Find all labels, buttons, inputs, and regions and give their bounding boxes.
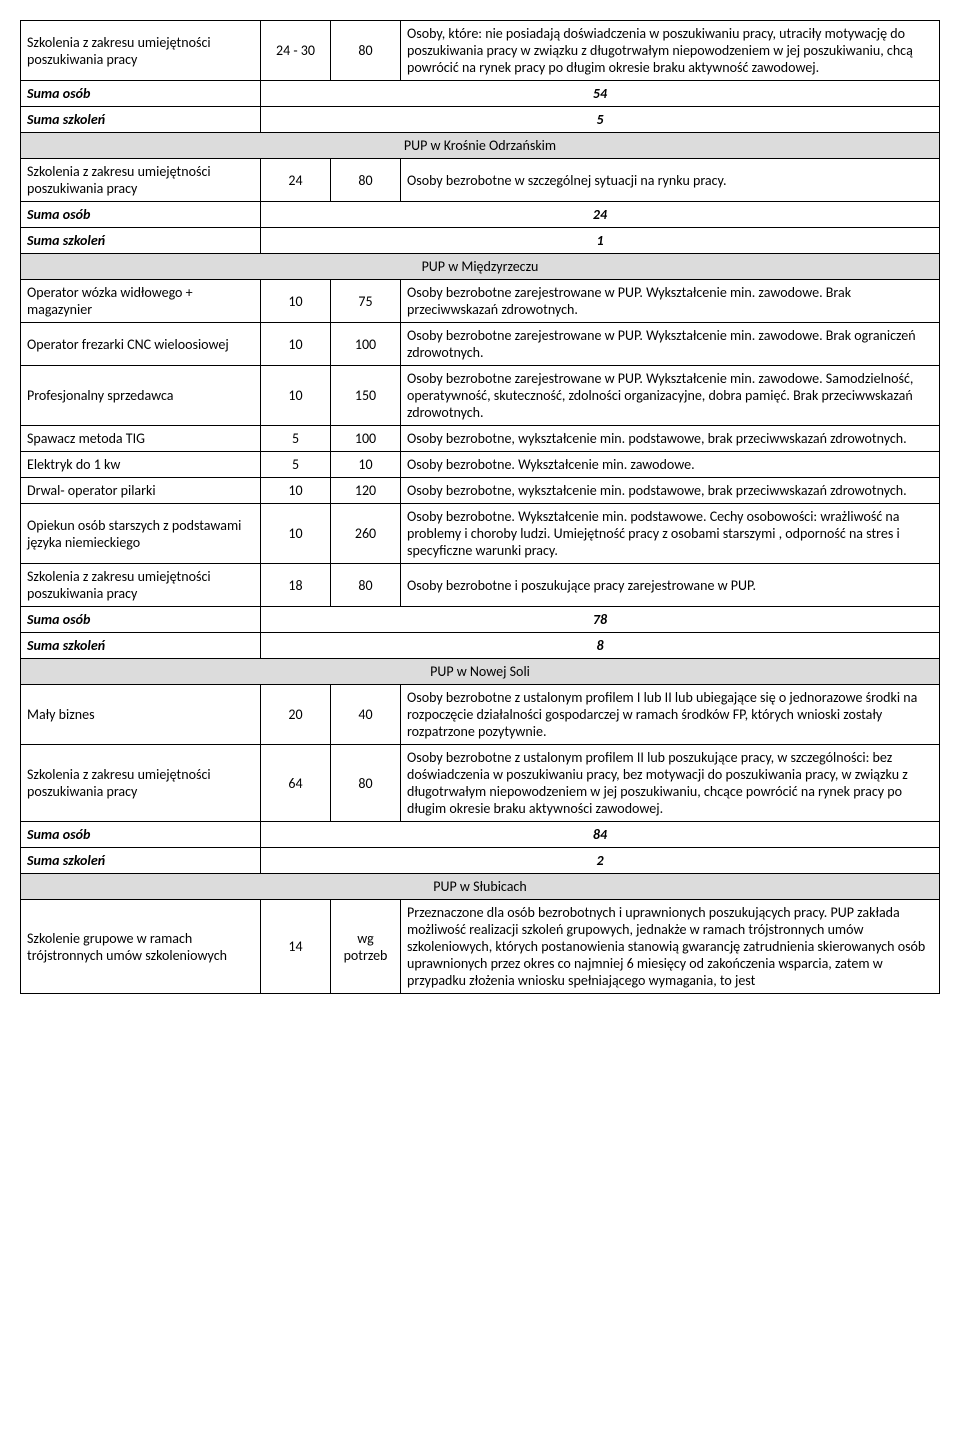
col-2: 18 bbox=[261, 564, 331, 607]
section-header: PUP w Nowej Soli bbox=[21, 659, 940, 685]
description: Osoby bezrobotne w szczególnej sytuacji … bbox=[401, 159, 940, 202]
section-header: PUP w Słubicach bbox=[21, 874, 940, 900]
sum-label: Suma osób bbox=[21, 202, 261, 228]
col-3: 80 bbox=[331, 159, 401, 202]
table-row: Szkolenia z zakresu umiejętności poszuki… bbox=[21, 745, 940, 822]
training-name: Szkolenia z zakresu umiejętności poszuki… bbox=[21, 564, 261, 607]
training-name: Profesjonalny sprzedawca bbox=[21, 366, 261, 426]
col-3: 40 bbox=[331, 685, 401, 745]
sum-row: Suma szkoleń 1 bbox=[21, 228, 940, 254]
col-3: 100 bbox=[331, 426, 401, 452]
description: Osoby bezrobotne zarejestrowane w PUP. W… bbox=[401, 280, 940, 323]
training-name: Szkolenia z zakresu umiejętności poszuki… bbox=[21, 745, 261, 822]
table-row: Opiekun osób starszych z podstawami języ… bbox=[21, 504, 940, 564]
col-3: 100 bbox=[331, 323, 401, 366]
sum-value: 1 bbox=[261, 228, 940, 254]
col-2: 10 bbox=[261, 323, 331, 366]
training-name: Operator frezarki CNC wieloosiowej bbox=[21, 323, 261, 366]
sum-value: 54 bbox=[261, 81, 940, 107]
section-row: PUP w Krośnie Odrzańskim bbox=[21, 133, 940, 159]
section-row: PUP w Słubicach bbox=[21, 874, 940, 900]
description: Osoby, które: nie posiadają doświadczeni… bbox=[401, 21, 940, 81]
description: Przeznaczone dla osób bezrobotnych i upr… bbox=[401, 900, 940, 994]
description: Osoby bezrobotne. Wykształcenie min. zaw… bbox=[401, 452, 940, 478]
description: Osoby bezrobotne zarejestrowane w PUP. W… bbox=[401, 323, 940, 366]
col-2: 64 bbox=[261, 745, 331, 822]
table-row: Szkolenie grupowe w ramach trójstronnych… bbox=[21, 900, 940, 994]
col-2: 10 bbox=[261, 366, 331, 426]
table-row: Spawacz metoda TIG 5 100 Osoby bezrobotn… bbox=[21, 426, 940, 452]
sum-row: Suma szkoleń 5 bbox=[21, 107, 940, 133]
col-2: 10 bbox=[261, 478, 331, 504]
col-2: 20 bbox=[261, 685, 331, 745]
col-2: 24 bbox=[261, 159, 331, 202]
training-table: Szkolenia z zakresu umiejętności poszuki… bbox=[20, 20, 940, 994]
description: Osoby bezrobotne, wykształcenie min. pod… bbox=[401, 478, 940, 504]
table-row: Operator wózka widłowego + magazynier 10… bbox=[21, 280, 940, 323]
sum-label: Suma osób bbox=[21, 822, 261, 848]
sum-label: Suma szkoleń bbox=[21, 633, 261, 659]
sum-label: Suma szkoleń bbox=[21, 107, 261, 133]
col-2: 24 - 30 bbox=[261, 21, 331, 81]
training-name: Mały biznes bbox=[21, 685, 261, 745]
training-name: Opiekun osób starszych z podstawami języ… bbox=[21, 504, 261, 564]
sum-value: 8 bbox=[261, 633, 940, 659]
table-row: Drwal- operator pilarki 10 120 Osoby bez… bbox=[21, 478, 940, 504]
col-3: 260 bbox=[331, 504, 401, 564]
sum-row: Suma szkoleń 8 bbox=[21, 633, 940, 659]
col-3: 150 bbox=[331, 366, 401, 426]
sum-row: Suma osób 78 bbox=[21, 607, 940, 633]
training-name: Szkolenie grupowe w ramach trójstronnych… bbox=[21, 900, 261, 994]
description: Osoby bezrobotne, wykształcenie min. pod… bbox=[401, 426, 940, 452]
description: Osoby bezrobotne z ustalonym profilem II… bbox=[401, 745, 940, 822]
training-name: Elektryk do 1 kw bbox=[21, 452, 261, 478]
description: Osoby bezrobotne. Wykształcenie min. pod… bbox=[401, 504, 940, 564]
col-3: 10 bbox=[331, 452, 401, 478]
sum-label: Suma szkoleń bbox=[21, 848, 261, 874]
training-name: Spawacz metoda TIG bbox=[21, 426, 261, 452]
col-2: 5 bbox=[261, 426, 331, 452]
sum-label: Suma osób bbox=[21, 607, 261, 633]
col-3: 80 bbox=[331, 745, 401, 822]
col-2: 10 bbox=[261, 280, 331, 323]
training-name: Szkolenia z zakresu umiejętności poszuki… bbox=[21, 159, 261, 202]
table-row: Mały biznes 20 40 Osoby bezrobotne z ust… bbox=[21, 685, 940, 745]
section-row: PUP w Nowej Soli bbox=[21, 659, 940, 685]
table-row: Szkolenia z zakresu umiejętności poszuki… bbox=[21, 21, 940, 81]
table-row: Elektryk do 1 kw 5 10 Osoby bezrobotne. … bbox=[21, 452, 940, 478]
col-2: 5 bbox=[261, 452, 331, 478]
sum-value: 84 bbox=[261, 822, 940, 848]
sum-row: Suma osób 54 bbox=[21, 81, 940, 107]
table-row: Operator frezarki CNC wieloosiowej 10 10… bbox=[21, 323, 940, 366]
col-3: 75 bbox=[331, 280, 401, 323]
sum-value: 2 bbox=[261, 848, 940, 874]
sum-row: Suma osób 84 bbox=[21, 822, 940, 848]
col-2: 10 bbox=[261, 504, 331, 564]
sum-label: Suma osób bbox=[21, 81, 261, 107]
training-name: Szkolenia z zakresu umiejętności poszuki… bbox=[21, 21, 261, 81]
section-header: PUP w Krośnie Odrzańskim bbox=[21, 133, 940, 159]
sum-value: 24 bbox=[261, 202, 940, 228]
col-2: 14 bbox=[261, 900, 331, 994]
description: Osoby bezrobotne i poszukujące pracy zar… bbox=[401, 564, 940, 607]
col-3: 120 bbox=[331, 478, 401, 504]
section-header: PUP w Międzyrzeczu bbox=[21, 254, 940, 280]
sum-row: Suma szkoleń 2 bbox=[21, 848, 940, 874]
col-3: wg potrzeb bbox=[331, 900, 401, 994]
sum-value: 5 bbox=[261, 107, 940, 133]
col-3: 80 bbox=[331, 564, 401, 607]
description: Osoby bezrobotne zarejestrowane w PUP. W… bbox=[401, 366, 940, 426]
table-row: Szkolenia z zakresu umiejętności poszuki… bbox=[21, 564, 940, 607]
sum-label: Suma szkoleń bbox=[21, 228, 261, 254]
table-row: Profesjonalny sprzedawca 10 150 Osoby be… bbox=[21, 366, 940, 426]
sum-value: 78 bbox=[261, 607, 940, 633]
sum-row: Suma osób 24 bbox=[21, 202, 940, 228]
training-name: Drwal- operator pilarki bbox=[21, 478, 261, 504]
col-3: 80 bbox=[331, 21, 401, 81]
table-row: Szkolenia z zakresu umiejętności poszuki… bbox=[21, 159, 940, 202]
training-name: Operator wózka widłowego + magazynier bbox=[21, 280, 261, 323]
description: Osoby bezrobotne z ustalonym profilem I … bbox=[401, 685, 940, 745]
section-row: PUP w Międzyrzeczu bbox=[21, 254, 940, 280]
